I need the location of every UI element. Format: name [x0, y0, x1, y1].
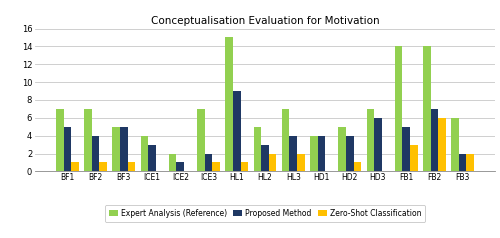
Bar	[169, 154, 176, 171]
Bar	[438, 118, 446, 171]
Bar	[290, 136, 297, 171]
Bar	[254, 127, 261, 171]
Bar	[204, 154, 212, 171]
Bar	[366, 109, 374, 171]
Bar	[212, 163, 220, 171]
Legend: Expert Analysis (Reference), Proposed Method, Zero-Shot Classification: Expert Analysis (Reference), Proposed Me…	[104, 205, 426, 222]
Bar	[394, 46, 402, 171]
Bar	[261, 144, 269, 171]
Bar	[451, 118, 459, 171]
Bar	[466, 154, 474, 171]
Bar	[346, 136, 354, 171]
Bar	[128, 163, 136, 171]
Bar	[64, 127, 71, 171]
Bar	[282, 109, 290, 171]
Bar	[100, 163, 107, 171]
Bar	[233, 91, 240, 171]
Title: Conceptualisation Evaluation for Motivation: Conceptualisation Evaluation for Motivat…	[150, 16, 380, 26]
Bar	[148, 144, 156, 171]
Bar	[430, 109, 438, 171]
Bar	[423, 46, 430, 171]
Bar	[297, 154, 304, 171]
Bar	[269, 154, 276, 171]
Bar	[354, 163, 361, 171]
Bar	[374, 118, 382, 171]
Bar	[310, 136, 318, 171]
Bar	[197, 109, 204, 171]
Bar	[459, 154, 466, 171]
Bar	[410, 144, 418, 171]
Bar	[84, 109, 92, 171]
Bar	[176, 163, 184, 171]
Bar	[318, 136, 326, 171]
Bar	[240, 163, 248, 171]
Bar	[402, 127, 410, 171]
Bar	[56, 109, 64, 171]
Bar	[112, 127, 120, 171]
Bar	[71, 163, 79, 171]
Bar	[226, 38, 233, 171]
Bar	[338, 127, 346, 171]
Bar	[140, 136, 148, 171]
Bar	[120, 127, 128, 171]
Bar	[92, 136, 100, 171]
